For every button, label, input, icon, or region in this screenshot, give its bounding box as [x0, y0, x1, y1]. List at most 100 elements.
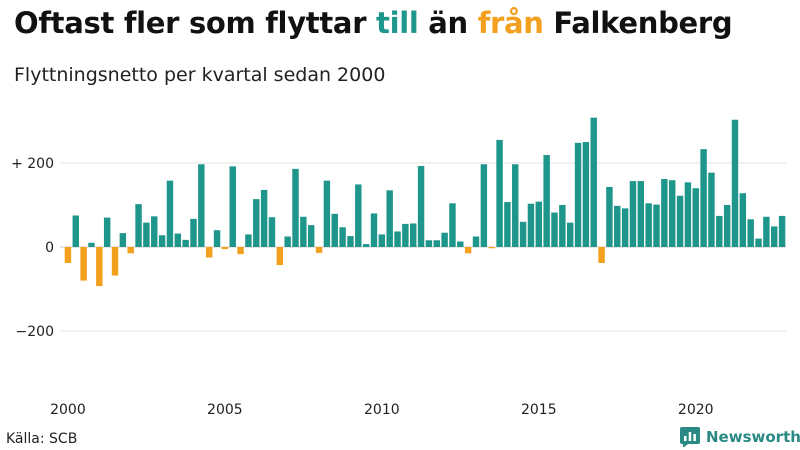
bar: [739, 193, 747, 247]
bar: [708, 172, 715, 247]
bar: [362, 244, 370, 247]
bar: [590, 117, 597, 247]
bar: [645, 203, 652, 247]
bar: [668, 180, 676, 247]
source-note: Källa: SCB: [6, 431, 78, 447]
bar: [260, 189, 268, 247]
bar: [778, 215, 786, 247]
bar: [637, 181, 645, 247]
bar: [96, 247, 103, 287]
bar: [629, 181, 637, 247]
x-tick-label: 2000: [50, 402, 86, 418]
bar: [692, 188, 699, 247]
bar: [72, 215, 79, 247]
bar: [268, 217, 276, 247]
bar: [190, 218, 197, 247]
bar: [606, 186, 613, 247]
title-part-3: än: [418, 6, 478, 40]
bar: [143, 222, 150, 247]
bar: [339, 227, 346, 247]
bar: [229, 166, 236, 247]
bar: [402, 223, 409, 247]
bar: [653, 204, 660, 247]
bar: [135, 204, 142, 247]
bar: [763, 216, 770, 247]
bar: [237, 247, 244, 255]
bar: [472, 236, 480, 247]
bar: [457, 241, 464, 247]
bar: [284, 236, 291, 247]
title-word-fran: från: [477, 6, 544, 40]
bar: [441, 232, 448, 247]
bar: [276, 247, 284, 266]
bar: [771, 226, 778, 247]
bar: [166, 180, 174, 247]
y-tick-label: + 200: [11, 156, 54, 172]
newsworthy-logo[interactable]: Newsworthy: [680, 427, 800, 447]
bar: [755, 238, 762, 247]
bar: [103, 217, 111, 247]
bar: [64, 247, 72, 263]
bar: [111, 247, 119, 276]
bar: [292, 168, 299, 247]
bar: [355, 184, 362, 247]
bar: [213, 230, 221, 247]
bar: [119, 233, 127, 247]
bar: [158, 235, 166, 247]
x-tick-label: 2010: [364, 402, 400, 418]
chart-subtitle: Flyttningsnetto per kvartal sedan 2000: [14, 64, 386, 86]
bar: [449, 203, 456, 247]
title-part-5: Falkenberg: [543, 6, 733, 40]
bar: [174, 233, 182, 247]
bar: [221, 247, 229, 250]
bar: [378, 234, 386, 247]
bar: [598, 247, 605, 263]
bar: [614, 205, 621, 247]
bar: [676, 195, 684, 247]
bar: [512, 164, 519, 247]
bar: [386, 190, 393, 247]
bar: [331, 213, 338, 247]
bars: [64, 117, 786, 287]
bar: [182, 239, 189, 247]
x-tick-label: 2005: [207, 402, 243, 418]
bar: [535, 201, 543, 247]
bar: [559, 205, 566, 247]
bar: [80, 247, 87, 281]
bar: [488, 247, 495, 249]
bar: [582, 142, 590, 247]
bar: [504, 202, 511, 247]
bar: [425, 240, 433, 247]
y-tick-label: −200: [16, 324, 54, 340]
bar: [700, 149, 707, 247]
y-axis-ticks: + 200 0 −200: [11, 156, 54, 340]
x-axis-ticks: 2000 2005 2010 2015 2020: [50, 402, 713, 418]
bar: [315, 247, 323, 253]
bar: [747, 219, 754, 247]
bar: [394, 231, 401, 247]
brand-name: Newsworthy: [706, 428, 800, 446]
y-tick-label: 0: [45, 240, 54, 256]
bar: [731, 119, 739, 247]
x-tick-label: 2020: [678, 402, 714, 418]
bar: [480, 164, 488, 247]
bar: [574, 142, 582, 247]
x-tick-label: 2015: [521, 402, 557, 418]
bar: [433, 240, 440, 247]
bar: [151, 216, 158, 247]
bar: [347, 236, 354, 247]
bar: [684, 182, 692, 247]
bar: [198, 164, 205, 247]
bar: [519, 221, 527, 247]
chart-title: Oftast fler som flyttar till än från Fal…: [14, 6, 733, 40]
bar: [527, 203, 535, 247]
title-part-1: Oftast fler som flyttar: [14, 6, 376, 40]
bar: [323, 180, 331, 247]
bar: [661, 178, 668, 247]
bar: [410, 223, 417, 247]
bar: [464, 247, 472, 254]
bar: [417, 165, 425, 247]
bar: [370, 213, 378, 247]
bar: [496, 139, 503, 247]
bar: [621, 208, 629, 247]
